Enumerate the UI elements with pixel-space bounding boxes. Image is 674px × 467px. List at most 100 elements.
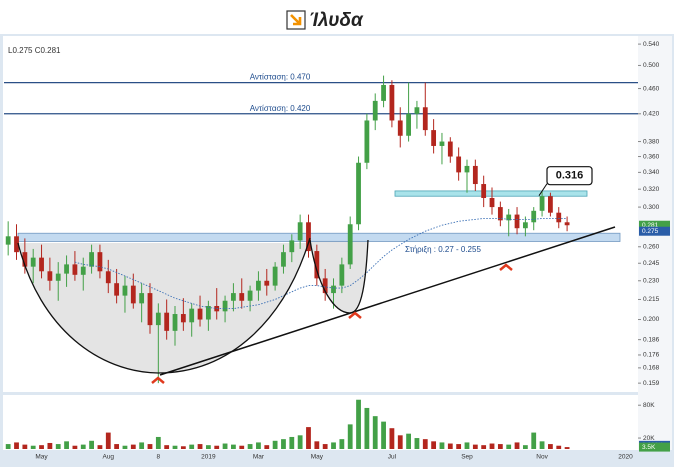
volume-bar <box>456 444 462 449</box>
cup-curve <box>17 237 311 374</box>
volume-bar <box>364 407 370 449</box>
cup-shading <box>18 238 310 373</box>
volume-bar <box>222 443 228 449</box>
candle-body <box>389 84 395 121</box>
x-tick-label: Nov <box>536 454 548 461</box>
support-label: Στήριξη : 0.27 - 0.255 <box>405 245 481 254</box>
candle-body <box>272 266 278 286</box>
cup-shading <box>310 240 368 313</box>
candle-body <box>464 165 470 173</box>
candle-body <box>39 257 44 272</box>
candle-body <box>372 100 378 121</box>
volume-bar <box>231 444 236 449</box>
volume-bar <box>389 428 395 449</box>
callout-label: 0.316 <box>556 170 584 182</box>
volume-bar <box>489 443 495 449</box>
y-tick-label: 0.260 <box>643 243 660 250</box>
callout-box <box>546 166 593 186</box>
candle-body <box>164 312 170 331</box>
current-value-label: 3.5K <box>642 444 656 451</box>
caret <box>499 263 513 271</box>
volume-bar <box>381 421 386 449</box>
candle-body <box>247 290 253 301</box>
overlay: Στήριξη : 0.27 - 0.2550.3160.2810.2756.6… <box>17 166 670 452</box>
volume-bar <box>522 445 528 449</box>
volume-bar <box>139 442 145 449</box>
volume-bar <box>331 442 336 449</box>
volume-bar <box>39 445 44 449</box>
y-tick-label: 0.460 <box>643 85 660 92</box>
candle-body <box>256 280 261 291</box>
volume-bar <box>122 445 128 449</box>
volume-bar <box>155 436 161 449</box>
candle-body <box>331 285 336 294</box>
candle-body <box>139 293 145 304</box>
y-tick-label: 0.215 <box>643 296 660 303</box>
caret <box>151 376 165 384</box>
y-tick-label: 0.230 <box>643 277 660 284</box>
candle-body <box>497 207 503 221</box>
volume-bar <box>247 444 253 449</box>
volume-bar <box>556 445 562 449</box>
x-tick-label: 2020 <box>618 454 633 461</box>
volume-bar <box>264 445 270 449</box>
candle-body <box>548 196 553 213</box>
volume-bar <box>297 435 303 449</box>
y-tick-label: 0.420 <box>643 111 660 118</box>
candle-body <box>356 162 361 225</box>
volume-bar <box>239 445 245 449</box>
volume-bar <box>64 441 69 449</box>
volume-tick-label: 20K <box>643 435 655 442</box>
support-zone <box>17 232 621 242</box>
logo-icon <box>286 10 306 30</box>
underlay <box>18 238 368 373</box>
candle-body <box>55 273 61 281</box>
candle-body <box>322 278 328 294</box>
volume-bar <box>339 439 345 449</box>
moving-average <box>74 217 568 310</box>
candle-body <box>506 214 512 221</box>
volume-bar <box>314 441 320 449</box>
volume-bar <box>114 444 120 449</box>
x-tick-label: Mar <box>253 454 265 461</box>
volume-bar <box>289 436 295 449</box>
candle-body <box>422 107 428 131</box>
volume-bar <box>89 440 94 449</box>
candle-body <box>264 280 270 286</box>
callout-pointer <box>538 183 548 196</box>
volume-bar <box>497 444 503 449</box>
candle-body <box>205 305 211 320</box>
x-tick-label: Aug <box>102 454 114 461</box>
volume-bar <box>47 442 53 449</box>
y-tick-label: 0.200 <box>643 316 660 323</box>
volume-bar <box>197 444 203 449</box>
candle-body <box>130 285 136 304</box>
volume-bar <box>5 444 11 449</box>
volume-bar <box>472 444 478 449</box>
logo-title: Ίλυδα <box>309 10 364 31</box>
x-tick-label: May <box>311 454 324 461</box>
volume-bar <box>164 445 170 449</box>
current-value-box <box>639 442 670 452</box>
volume-bar <box>205 445 211 449</box>
candle-body <box>347 224 353 265</box>
candle-body <box>531 210 537 223</box>
x-tick-label: 2019 <box>201 454 216 461</box>
volume-bar <box>439 442 445 449</box>
volume-bar <box>548 444 553 449</box>
candle-body <box>397 120 403 136</box>
volume-bar <box>414 438 420 449</box>
volume-bar <box>14 442 19 449</box>
volume-bar <box>147 444 153 449</box>
candle-body <box>231 293 236 301</box>
candle-body <box>147 293 153 326</box>
volume-bar <box>55 444 61 449</box>
volume-bar <box>105 432 111 449</box>
candle-body <box>114 283 120 296</box>
candle-body <box>306 222 311 252</box>
resistance-label: Αντίσταση: 0.420 <box>250 104 311 113</box>
candle-body <box>172 314 178 331</box>
x-tick-label: Sep <box>461 454 473 461</box>
